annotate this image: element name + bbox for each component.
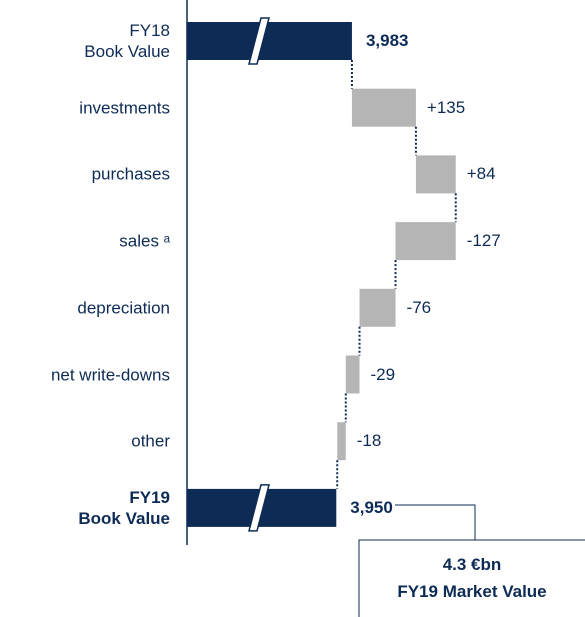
annotation: FY19 Market Value [397,582,547,601]
value-label: 3,950 [350,497,393,517]
value-label: -29 [370,364,396,384]
category-label: FY19 Book Value [78,487,170,528]
annotation: 4.3 €bn [442,555,502,574]
callout-frame [358,504,585,617]
value-label: -127 [466,231,501,251]
value-label: 3,983 [365,31,409,50]
category-label: other [131,431,170,451]
value-label: +84 [466,164,496,184]
value-label: +135 [426,97,466,117]
bar [359,288,396,327]
category-label: net write-downs [50,365,170,384]
bar [415,155,456,194]
bar [345,355,360,394]
category-label: purchases [91,164,170,184]
category-label: investments [79,98,170,118]
category-label: sales ᵃ [119,231,170,251]
bar [351,88,416,127]
bar [187,22,352,60]
value-label: -76 [406,297,432,317]
axis-break [248,17,270,65]
category-label: depreciation [77,298,170,318]
axis-break [248,484,270,532]
category-label: FY18 Book Value [84,21,170,61]
value-label: -18 [356,431,382,451]
bar [395,222,456,261]
bar [337,422,346,461]
